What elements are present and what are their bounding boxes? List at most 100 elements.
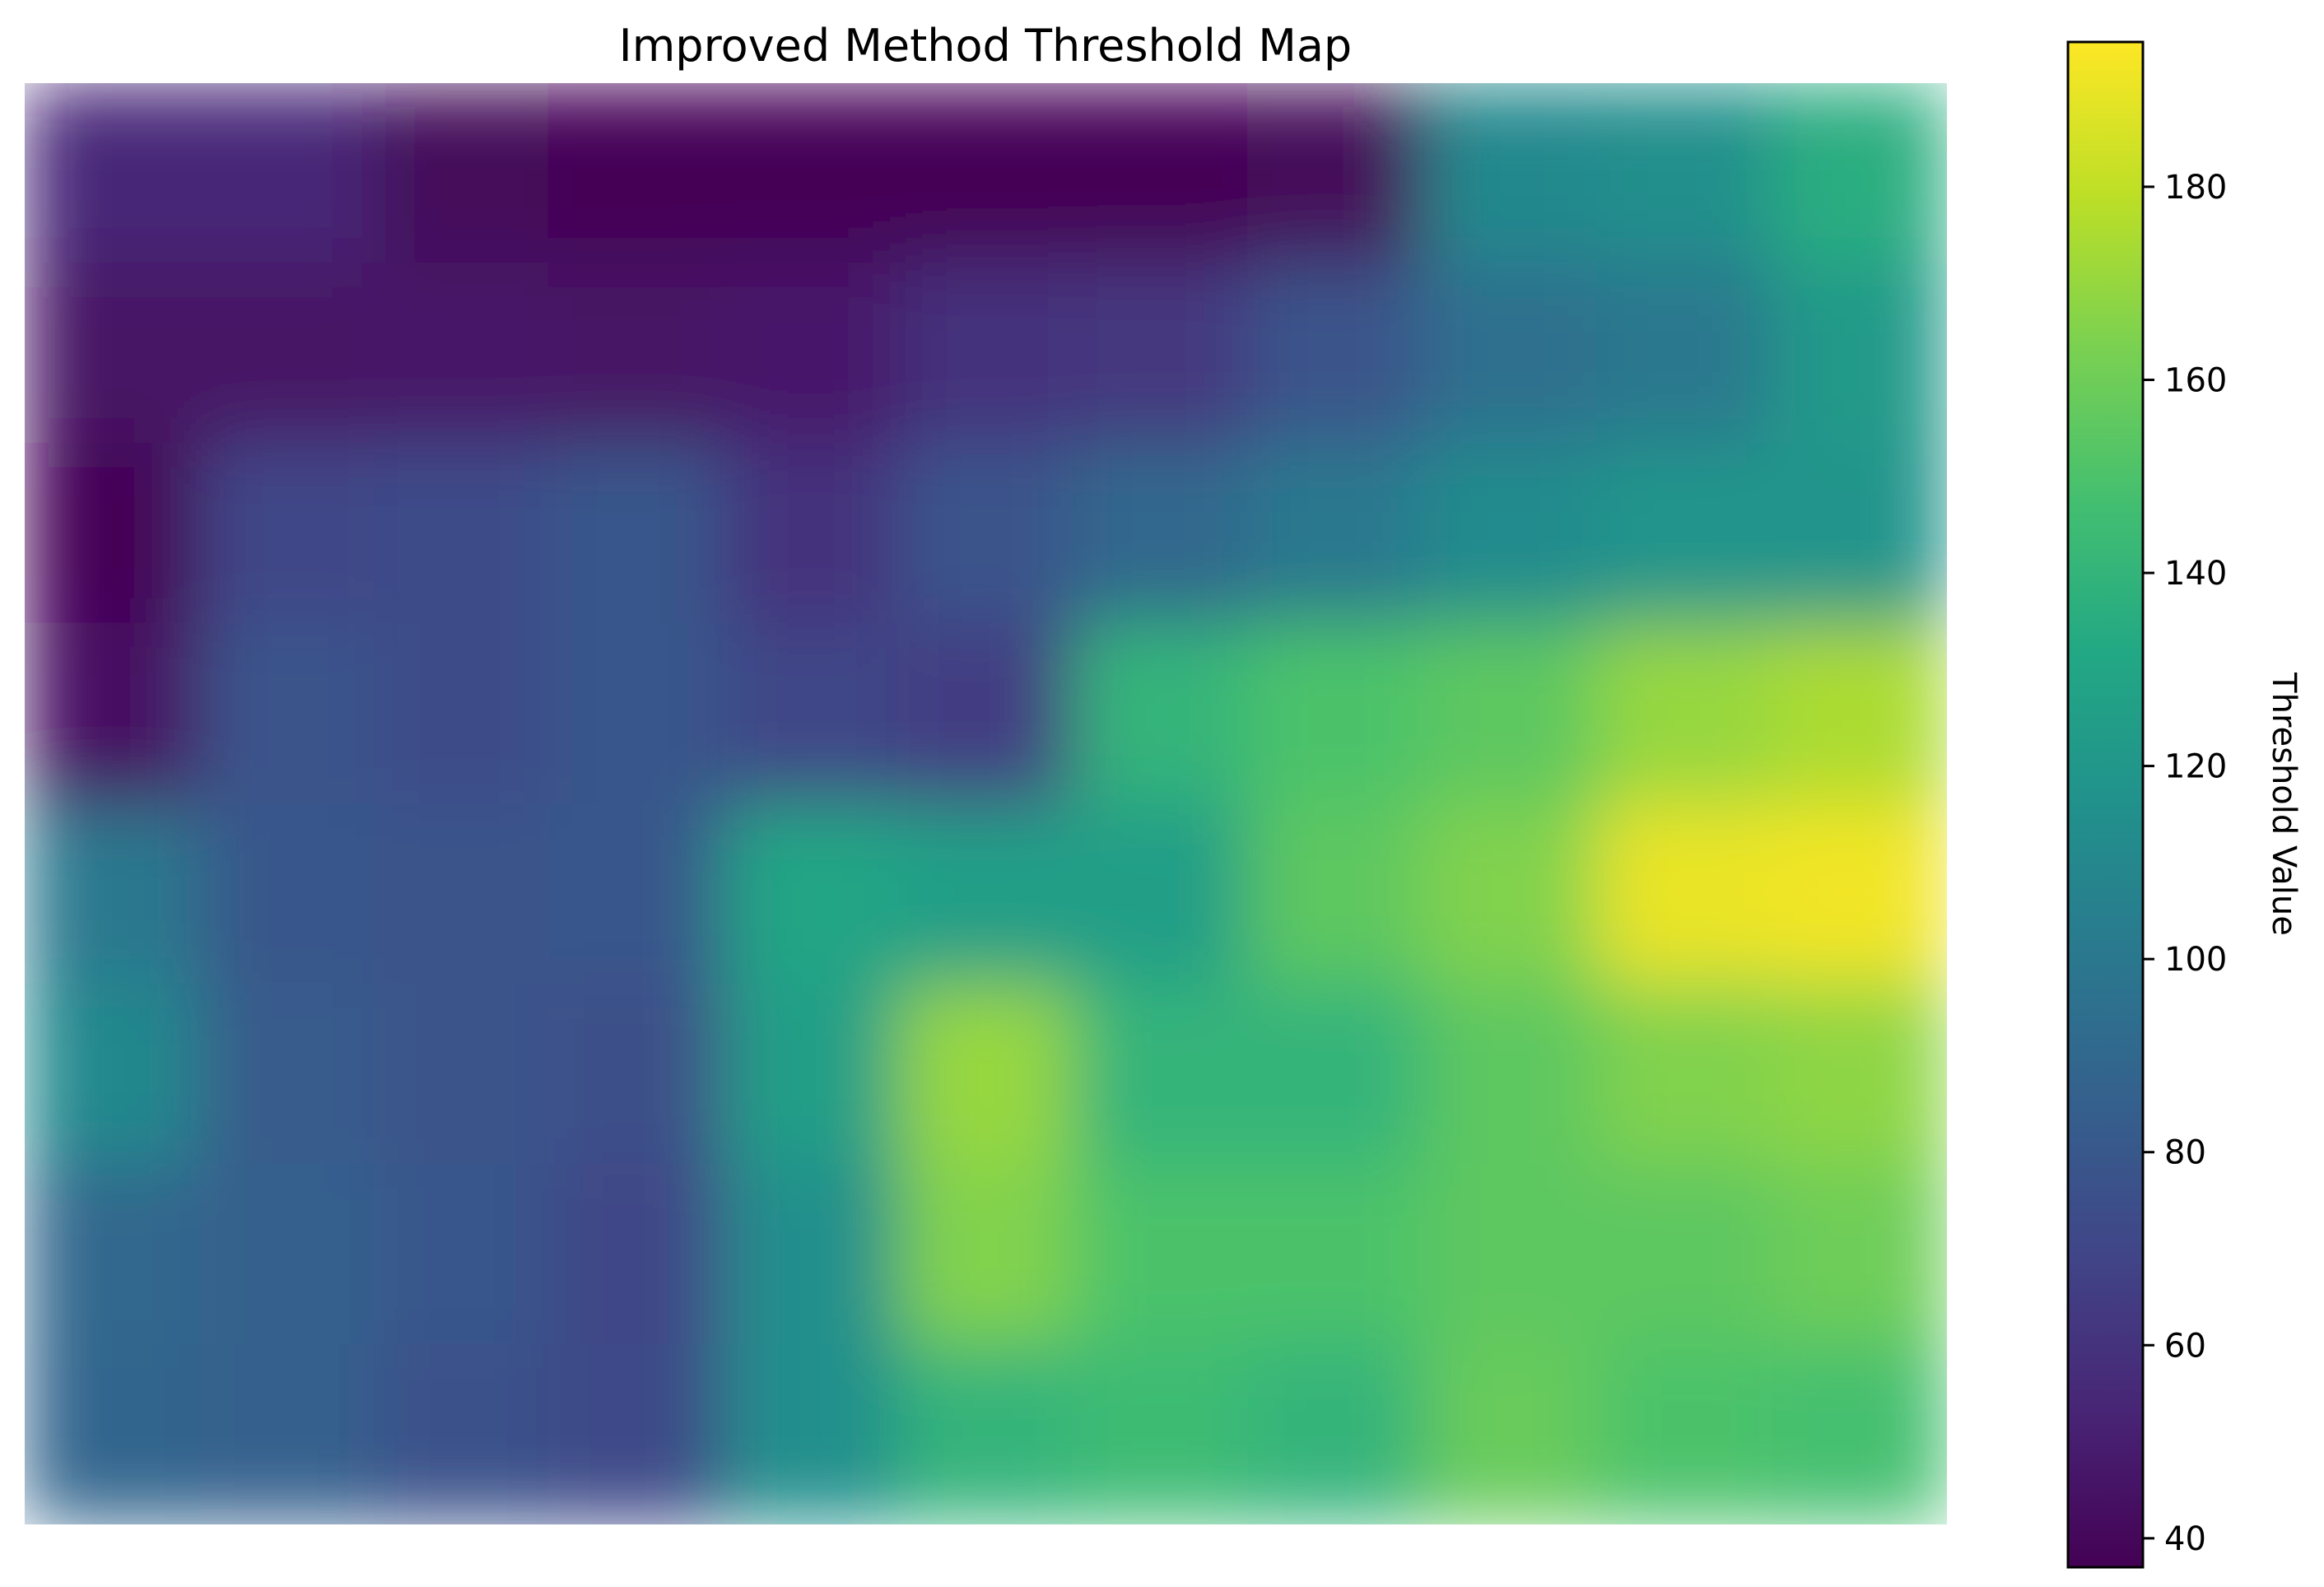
colorbar-gradient [2066, 40, 2145, 1569]
colorbar-tick-label: 60 [2164, 1327, 2206, 1365]
heatmap-cell [1246, 983, 1424, 1166]
colorbar-tick-label: 40 [2164, 1520, 2206, 1558]
heatmap-cell [1422, 262, 1599, 444]
heatmap-cell [373, 803, 550, 985]
heatmap-cell [1072, 83, 1249, 264]
heatmap-cell [373, 83, 550, 264]
heatmap-cell [198, 442, 375, 625]
colorbar-tick-label: 100 [2164, 941, 2227, 979]
heatmap-cell [373, 622, 550, 805]
heatmap-cell [198, 803, 375, 985]
heatmap-cell [897, 983, 1074, 1166]
heatmap-cell [1072, 1343, 1249, 1524]
heatmap-cell [547, 262, 725, 444]
heatmap-cell [1246, 83, 1424, 264]
heatmap-cell [1072, 803, 1249, 985]
heatmap-cell [1422, 1343, 1599, 1524]
heatmap-cell [547, 803, 725, 985]
heatmap-cell [1422, 803, 1599, 985]
heatmap-cell [1771, 622, 1947, 805]
heatmap-cell [1072, 1163, 1249, 1346]
heatmap-cell [1422, 622, 1599, 805]
heatmap-cell [1596, 1343, 1773, 1524]
heatmap-cell [198, 83, 375, 264]
heatmap-cell [1771, 803, 1947, 985]
heatmap-cell [25, 622, 201, 805]
heatmap-cell [723, 83, 900, 264]
heatmap-cell [723, 1163, 900, 1346]
colorbar-tick-label: 180 [2164, 169, 2227, 207]
colorbar-label: Threshold Value [2265, 672, 2303, 936]
heatmap-cell [897, 442, 1074, 625]
heatmap-cell [1072, 622, 1249, 805]
heatmap-cell [1771, 442, 1947, 625]
heatmap-cell [1596, 262, 1773, 444]
heatmap-cell [198, 1343, 375, 1524]
heatmap-cell [373, 442, 550, 625]
heatmap [25, 83, 1947, 1524]
heatmap-cell [198, 262, 375, 444]
heatmap-cell [1422, 1163, 1599, 1346]
heatmap-cell [1596, 803, 1773, 985]
heatmap-cell [1246, 442, 1424, 625]
heatmap-cell [1072, 262, 1249, 444]
heatmap-cell [1771, 1343, 1947, 1524]
heatmap-cell [373, 1163, 550, 1346]
heatmap-cell [198, 983, 375, 1166]
heatmap-cell [1771, 983, 1947, 1166]
heatmap-cell [547, 83, 725, 264]
heatmap-cell [1422, 83, 1599, 264]
heatmap-cell [1246, 803, 1424, 985]
heatmap-cell [897, 1163, 1074, 1346]
heatmap-cell [25, 1163, 201, 1346]
heatmap-cell [1771, 262, 1947, 444]
heatmap-cell [25, 803, 201, 985]
heatmap-cell [897, 803, 1074, 985]
heatmap-cell [1771, 83, 1947, 264]
heatmap-cell [198, 1163, 375, 1346]
heatmap-cell [373, 1343, 550, 1524]
heatmap-cell [1771, 1163, 1947, 1346]
heatmap-cell [1246, 262, 1424, 444]
heatmap-cell [198, 622, 375, 805]
heatmap-cell [25, 83, 201, 264]
heatmap-cell [547, 1343, 725, 1524]
heatmap-cell [1596, 442, 1773, 625]
heatmap-cell [1422, 983, 1599, 1166]
heatmap-cell [897, 262, 1074, 444]
heatmap-cell [723, 983, 900, 1166]
heatmap-cell [1422, 442, 1599, 625]
heatmap-cell [897, 622, 1074, 805]
heatmap-cell [373, 262, 550, 444]
heatmap-cell [1596, 983, 1773, 1166]
colorbar-tick-label: 120 [2164, 748, 2227, 786]
heatmap-cell [547, 622, 725, 805]
heatmap-cell [1596, 1163, 1773, 1346]
heatmap-cell [723, 442, 900, 625]
heatmap-cell [547, 1163, 725, 1346]
colorbar: 40 60 80 100 120 140 160 180 Threshold Value [2066, 40, 2303, 1569]
heatmap-cell [897, 1343, 1074, 1524]
heatmap-cell [1072, 983, 1249, 1166]
heatmap-cell [1596, 622, 1773, 805]
heatmap-cell [723, 1343, 900, 1524]
colorbar-tick-label: 160 [2164, 361, 2227, 399]
heatmap-cell [25, 1343, 201, 1524]
chart-title: Improved Method Threshold Map [619, 20, 1352, 72]
heatmap-cell [25, 262, 201, 444]
colorbar-tick-label: 80 [2164, 1134, 2206, 1172]
heatmap-cell [25, 442, 201, 625]
heatmap-cell [547, 983, 725, 1166]
heatmap-cell [25, 983, 201, 1166]
heatmap-cell [1596, 83, 1773, 264]
heatmap-cell [723, 622, 900, 805]
heatmap-cell [1246, 1163, 1424, 1346]
heatmap-cell [723, 262, 900, 444]
heatmap-cell [547, 442, 725, 625]
heatmap-cell [1072, 442, 1249, 625]
heatmap-cell [1246, 622, 1424, 805]
heatmap-cell [723, 803, 900, 985]
heatmap-cell [897, 83, 1074, 264]
colorbar-tick-label: 140 [2164, 555, 2227, 593]
